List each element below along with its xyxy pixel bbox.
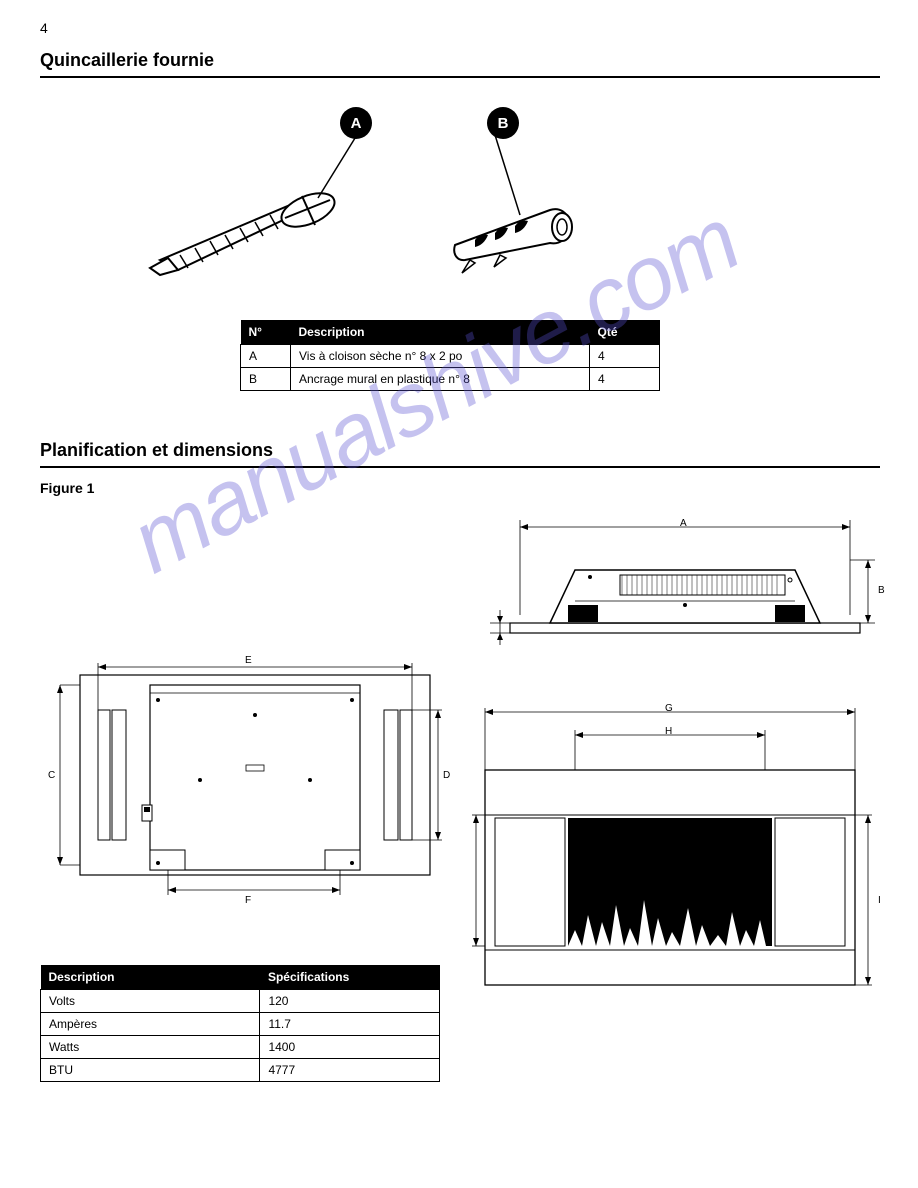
cell: 1400: [260, 1036, 440, 1059]
dim-g: G: [665, 703, 673, 714]
specs-th-spec: Spécifications: [260, 965, 440, 990]
cell: 4: [590, 368, 660, 391]
hw-th-desc: Description: [291, 320, 590, 345]
table-row: BTU4777: [41, 1059, 440, 1082]
table-row: Volts120: [41, 990, 440, 1013]
dim-f: F: [245, 895, 251, 906]
dim-d: D: [443, 770, 450, 781]
cell: 120: [260, 990, 440, 1013]
cell: Vis à cloison sèche n° 8 x 2 po: [291, 345, 590, 368]
hardware-label-b: B: [487, 107, 519, 139]
dim-h: H: [665, 726, 672, 737]
site-section-title: Planification et dimensions: [40, 440, 273, 461]
cell: 4777: [260, 1059, 440, 1082]
cell: 11.7: [260, 1013, 440, 1036]
back-view-diagram: [50, 655, 450, 915]
cell: Ancrage mural en plastique n° 8: [291, 368, 590, 391]
specs-table: Description Spécifications Volts120 Ampè…: [40, 965, 440, 1082]
hardware-section-title: Quincaillerie fournie: [40, 50, 214, 71]
dim-i: I: [878, 895, 881, 906]
dim-e: E: [245, 655, 252, 666]
hw-th-qty: Qté: [590, 320, 660, 345]
cell: Ampères: [41, 1013, 260, 1036]
cell: BTU: [41, 1059, 260, 1082]
divider: [40, 76, 880, 78]
specs-th-desc: Description: [41, 965, 260, 990]
hardware-table: N° Description Qté A Vis à cloison sèche…: [240, 320, 660, 391]
dim-a: A: [680, 518, 687, 529]
hw-th-id: N°: [241, 320, 291, 345]
dim-b: B: [878, 585, 885, 596]
cell: B: [241, 368, 291, 391]
divider: [40, 466, 880, 468]
cell: Watts: [41, 1036, 260, 1059]
figure-label: Figure 1: [40, 480, 94, 496]
cell: Volts: [41, 990, 260, 1013]
table-row: B Ancrage mural en plastique n° 8 4: [241, 368, 660, 391]
page-number: 4: [40, 20, 48, 36]
dim-c: C: [48, 770, 55, 781]
table-row: Ampères11.7: [41, 1013, 440, 1036]
table-row: A Vis à cloison sèche n° 8 x 2 po 4: [241, 345, 660, 368]
cell: A: [241, 345, 291, 368]
table-row: Watts1400: [41, 1036, 440, 1059]
cell: 4: [590, 345, 660, 368]
hardware-label-a: A: [340, 107, 372, 139]
front-view-diagram: [460, 700, 880, 1000]
